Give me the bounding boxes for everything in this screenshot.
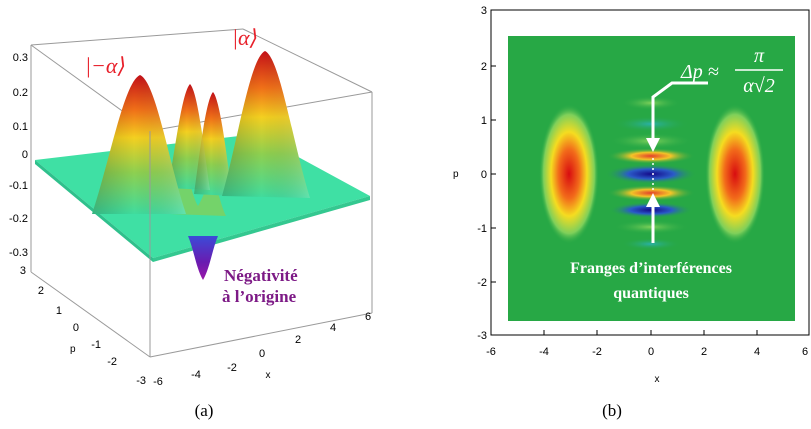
x-tick: -2 — [592, 346, 602, 358]
y-tick: -1 — [477, 223, 487, 235]
side-peak-right — [705, 104, 765, 244]
z-tick: 0.3 — [13, 52, 28, 64]
fringe — [613, 116, 689, 132]
x-tick: -4 — [191, 369, 201, 381]
fringes-annotation-line1: Franges d’interférences — [570, 260, 732, 277]
ket-alpha-label: |α⟩ — [232, 25, 258, 50]
y-tick: 3 — [481, 5, 487, 17]
z-tick: 0.1 — [13, 121, 28, 133]
fringe — [605, 164, 697, 184]
p-tick: 0 — [73, 322, 79, 334]
fringe — [621, 96, 681, 110]
formula-denominator: α√2 — [743, 75, 774, 97]
peak-minus-alpha-shade — [92, 75, 186, 214]
p-tick: -1 — [91, 339, 101, 351]
side-peak-left — [539, 104, 599, 244]
y-tick: -2 — [477, 277, 487, 289]
x-axis: -6 -4 -2 0 2 4 6 x — [486, 330, 810, 385]
x-tick: 2 — [295, 334, 301, 346]
x-tick-marks — [490, 330, 810, 335]
x-tick: 6 — [365, 311, 371, 323]
p-axis-3d: 3 2 1 0 -1 -2 -3 p — [20, 265, 146, 387]
panel-b: Δp ≈ π α√2 Franges d’interférences quant… — [453, 5, 810, 420]
fringe — [613, 220, 689, 234]
x-tick: -6 — [486, 346, 496, 358]
caption-b: (b) — [602, 401, 622, 420]
x-tick: 6 — [802, 346, 808, 358]
x-tick: 0 — [259, 348, 265, 360]
y-tick: 0 — [481, 169, 487, 181]
z-tick: 0.2 — [13, 87, 28, 99]
p-axis-label: p — [70, 344, 76, 355]
fringe — [621, 238, 681, 250]
arrow-top-shaft — [651, 81, 708, 138]
y-tick: -3 — [477, 330, 487, 342]
delta-p-arrows — [646, 81, 708, 243]
central-peak-right-shade — [194, 92, 232, 196]
z-tick: -0.3 — [9, 247, 28, 259]
x-axis-3d: -6 -4 -2 0 2 4 6 x — [153, 311, 371, 388]
peak-alpha-shade — [222, 51, 310, 198]
arrow-bottom-head — [646, 193, 660, 207]
panel-a: 0.3 0.2 0.1 0 -0.1 -0.2 -0.3 3 2 1 0 -1 … — [9, 25, 373, 420]
ket-minus-alpha-label: |−α⟩ — [85, 53, 126, 78]
x-tick: 0 — [648, 346, 654, 358]
z-axis: 0.3 0.2 0.1 0 -0.1 -0.2 -0.3 — [9, 52, 28, 259]
p-tick: -3 — [136, 375, 146, 387]
x-axis-label: x — [655, 374, 660, 385]
x-axis-label: x — [266, 370, 271, 381]
negative-dip — [188, 236, 218, 280]
x-tick: 4 — [330, 322, 336, 334]
x-tick: -6 — [153, 376, 163, 388]
y-tick: 1 — [481, 115, 487, 127]
p-tick: 1 — [56, 305, 62, 317]
caption-a: (a) — [195, 401, 214, 420]
arrow-top-head — [646, 138, 660, 152]
p-tick: -2 — [107, 356, 117, 368]
fringes-annotation-line2: quantiques — [613, 285, 689, 302]
y-tick-marks — [491, 9, 496, 336]
y-tick: 2 — [481, 61, 487, 73]
x-tick: 2 — [701, 346, 707, 358]
formula-lhs: Δp ≈ — [680, 61, 719, 83]
y-axis: 3 2 1 0 -1 -2 -3 p — [453, 5, 496, 342]
x-tick: -2 — [227, 362, 237, 374]
x-tick: 4 — [754, 346, 760, 358]
p-tick: 2 — [38, 285, 44, 297]
fringe — [607, 148, 695, 164]
z-tick: -0.1 — [9, 180, 28, 192]
plot-frame — [490, 9, 810, 336]
y-axis-label: p — [453, 169, 459, 180]
fringe — [607, 185, 695, 201]
z-tick: 0 — [22, 149, 28, 161]
fringe — [609, 202, 693, 218]
z-tick: -0.2 — [9, 213, 28, 225]
p-tick: 3 — [20, 265, 26, 277]
formula-numerator: π — [754, 45, 765, 67]
x-tick: -4 — [539, 346, 549, 358]
negativity-annotation-line2: à l’origine — [222, 287, 297, 306]
negativity-annotation-line1: Négativité — [224, 266, 298, 285]
